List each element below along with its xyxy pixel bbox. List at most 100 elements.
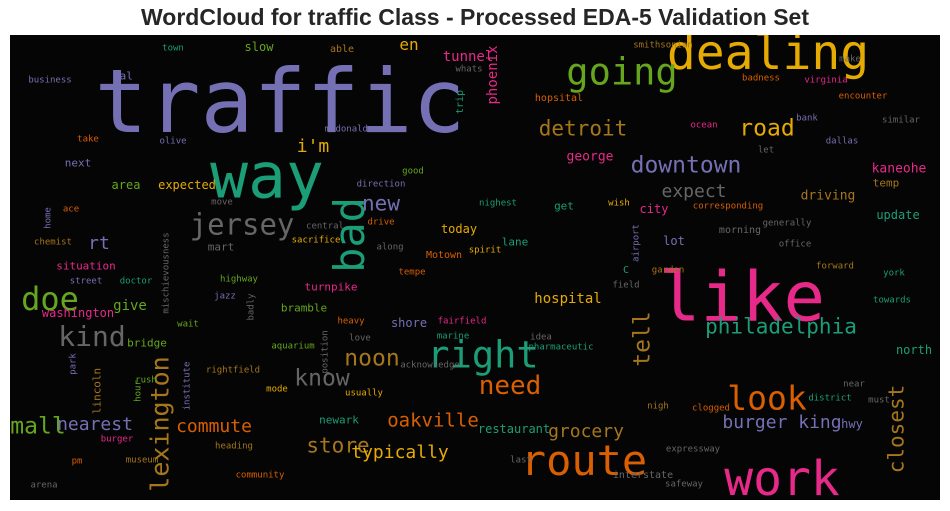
word-george: george	[566, 149, 614, 165]
word-get: get	[554, 199, 574, 213]
word-mart: mart	[207, 240, 235, 254]
word-rush: rush	[135, 375, 157, 386]
word-ace: ace	[62, 204, 80, 215]
word-newark: newark	[319, 413, 359, 427]
word-garden: garden	[651, 265, 685, 276]
word-driving: driving	[800, 188, 856, 204]
word-rt: rt	[88, 233, 110, 254]
wordcloud-canvas: traffic dealing like way work route bad right go…	[10, 35, 940, 500]
word-interstate: interstate	[612, 470, 674, 481]
word-hwy: hwy	[841, 417, 863, 431]
word-turnpike: turnpike	[304, 280, 358, 294]
word-doctor: doctor	[119, 276, 153, 287]
word-kaneohe: kaneohe	[871, 161, 927, 177]
word-community: community	[235, 470, 285, 481]
word-lane: lane	[501, 235, 529, 249]
word-road: road	[739, 115, 795, 142]
word-work: work	[724, 451, 840, 500]
word-look: look	[727, 378, 807, 418]
word-dallas: dallas	[825, 136, 859, 147]
word-today: today	[440, 222, 478, 236]
word-fairfield: fairfield	[437, 316, 487, 327]
word-need: need	[478, 371, 542, 401]
word-make: make	[839, 54, 861, 65]
word-dealing: dealing	[666, 35, 870, 81]
word-slow: slow	[244, 40, 274, 54]
word-central: central	[306, 221, 344, 232]
word-love: love	[349, 333, 371, 344]
word-drive: drive	[367, 217, 395, 228]
word-lot: lot	[663, 234, 685, 248]
word-idea: idea	[530, 332, 552, 343]
word-expect: expect	[661, 181, 727, 202]
word-next: next	[64, 156, 92, 170]
word-downtown: downtown	[630, 152, 742, 179]
word-new: new	[362, 191, 400, 216]
word-nighest: nighest	[479, 198, 517, 209]
word-chemist: chemist	[34, 237, 72, 248]
word-arena: arena	[30, 480, 58, 491]
word-acknowledge: acknowledge	[400, 360, 460, 371]
word-museum: museum	[125, 455, 159, 466]
word-rightfield: rightfield	[205, 365, 261, 376]
word-way: way	[210, 139, 324, 213]
word-smithsonian: smithsonian	[633, 40, 693, 51]
chart-title: WordCloud for traffic Class - Processed …	[141, 4, 809, 30]
word-mischievousness: mischievousness	[161, 232, 172, 314]
word-situation: situation	[56, 259, 116, 273]
word-city: city	[639, 202, 669, 216]
word-usually: usually	[345, 388, 383, 399]
word-take: take	[77, 134, 99, 145]
word-last: last	[510, 455, 532, 466]
word-institute: institute	[182, 361, 193, 411]
word-airport: airport	[631, 224, 642, 262]
word-tunnel: tunnel	[442, 49, 494, 65]
word-noon: noon	[344, 345, 400, 372]
word-bank: bank	[796, 113, 818, 124]
word-wal: wal	[113, 69, 133, 83]
word-doe: doe	[21, 280, 79, 318]
word-c: C	[622, 265, 630, 276]
word-area: area	[111, 178, 141, 192]
word-towards: towards	[873, 295, 911, 306]
word-bridge: bridge	[127, 336, 167, 350]
word-commute: commute	[176, 416, 252, 437]
word-badness: badness	[742, 73, 780, 84]
word-restaurant: restaurant	[477, 422, 551, 436]
word-know: know	[294, 365, 350, 392]
word-lincoln: lincoln	[90, 367, 104, 415]
word-clogged: clogged	[692, 403, 730, 414]
word-wait: wait	[177, 319, 199, 330]
word-badly: badly	[246, 293, 257, 321]
word-along: along	[376, 242, 404, 253]
word-update: update	[876, 208, 920, 222]
word-forward: forward	[816, 261, 854, 272]
word-tell: tell	[629, 311, 656, 367]
word-encounter: encounter	[838, 91, 888, 102]
word-motown: Motown	[425, 250, 463, 261]
word-typically: typically	[351, 442, 449, 463]
word-trip: trip	[455, 89, 466, 115]
word-heading: heading	[215, 441, 253, 452]
word-spirit: spirit	[468, 245, 502, 256]
word-hopsital: hopsital	[534, 93, 584, 104]
word-traffic: traffic	[94, 50, 466, 153]
word-morning: morning	[718, 225, 762, 236]
word-marine: marine	[436, 331, 470, 342]
word-heavy: heavy	[337, 316, 365, 327]
word-route: route	[520, 436, 648, 485]
word-town: town	[162, 43, 184, 54]
word-business: business	[28, 75, 72, 86]
word-position: position	[320, 330, 331, 374]
word-jazz: jazz	[214, 291, 236, 302]
word-mall: mall	[10, 413, 66, 440]
word-virginia: virginia	[804, 75, 848, 86]
word-park: park	[68, 353, 79, 375]
word-near: near	[843, 379, 865, 390]
word-store: store	[306, 433, 370, 458]
word-olive: olive	[159, 136, 187, 147]
word-highway: highway	[220, 274, 258, 285]
word-direction: direction	[356, 179, 406, 190]
word-detroit: detroit	[538, 116, 628, 141]
word-tempe: tempe	[398, 267, 426, 278]
